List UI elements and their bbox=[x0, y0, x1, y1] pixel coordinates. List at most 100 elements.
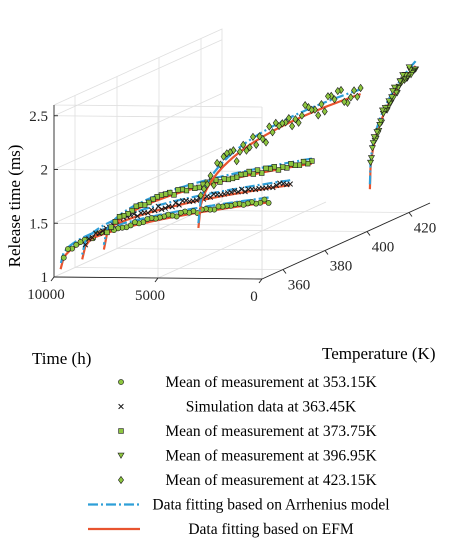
data-point bbox=[187, 183, 194, 189]
data-point bbox=[210, 181, 217, 190]
x-mark bbox=[162, 205, 168, 211]
data-point bbox=[108, 224, 114, 230]
data-point bbox=[231, 187, 238, 194]
data-point bbox=[388, 94, 396, 101]
data-point bbox=[224, 190, 231, 196]
data-point bbox=[369, 140, 377, 147]
legend-label: Mean of measurement at 423.15K bbox=[165, 472, 377, 489]
data-point bbox=[250, 132, 256, 141]
tick-labels: 1 1.5 2 2.5 10000 5000 0 360 380 400 420 bbox=[27, 109, 436, 305]
data-point bbox=[204, 180, 211, 189]
data-point bbox=[134, 213, 141, 219]
x-mark bbox=[165, 203, 172, 209]
data-point bbox=[112, 219, 119, 225]
legend-swatch bbox=[118, 475, 124, 485]
grid-panes bbox=[53, 28, 431, 280]
x-mark bbox=[231, 187, 238, 194]
data-point bbox=[298, 111, 305, 120]
x-mark bbox=[266, 184, 273, 190]
data-point bbox=[275, 167, 282, 173]
data-point bbox=[73, 241, 80, 248]
gridline bbox=[200, 210, 410, 213]
data-point bbox=[302, 101, 309, 110]
data-point bbox=[367, 155, 375, 162]
data-point bbox=[223, 149, 230, 158]
temperature-tick-mark bbox=[408, 212, 413, 217]
data-point bbox=[165, 203, 172, 209]
data-point bbox=[133, 203, 139, 209]
data-point bbox=[201, 184, 208, 194]
data-point bbox=[175, 187, 181, 193]
data-point bbox=[176, 202, 182, 208]
x-mark bbox=[89, 234, 96, 241]
data-point bbox=[129, 207, 135, 214]
data-point bbox=[385, 98, 393, 105]
data-point bbox=[273, 182, 280, 189]
data-point bbox=[220, 152, 227, 161]
data-point bbox=[272, 118, 279, 127]
data-point bbox=[396, 78, 404, 85]
data-point bbox=[266, 184, 273, 190]
data-point bbox=[215, 203, 222, 210]
x-mark bbox=[277, 180, 283, 186]
data-point bbox=[266, 122, 273, 131]
data-point bbox=[289, 122, 296, 131]
data-point bbox=[351, 86, 358, 95]
data-point bbox=[155, 203, 162, 210]
legend-label: Mean of measurement at 396.95K bbox=[165, 448, 377, 465]
data-point bbox=[150, 196, 156, 202]
x-mark bbox=[245, 186, 252, 193]
x-mark bbox=[155, 203, 162, 210]
time-tick-label: 5000 bbox=[135, 288, 165, 304]
data-point bbox=[338, 85, 344, 95]
data-point bbox=[318, 100, 325, 109]
gridline bbox=[116, 248, 326, 251]
data-point bbox=[334, 86, 341, 96]
x-mark bbox=[176, 202, 182, 208]
data-series bbox=[59, 60, 420, 270]
data-point bbox=[265, 200, 272, 206]
x-mark bbox=[118, 403, 124, 410]
data-point bbox=[221, 176, 227, 182]
time-tick-mark bbox=[258, 278, 263, 284]
legend-swatch bbox=[118, 379, 124, 385]
data-point bbox=[259, 170, 265, 176]
data-point bbox=[325, 92, 331, 101]
time-tick-mark bbox=[154, 277, 159, 283]
data-point bbox=[246, 143, 253, 152]
data-point bbox=[93, 230, 99, 236]
data-point bbox=[207, 171, 214, 180]
pane-edge bbox=[53, 28, 263, 201]
data-point bbox=[354, 92, 361, 101]
data-point bbox=[392, 89, 400, 96]
data-point bbox=[236, 147, 243, 156]
data-point bbox=[254, 167, 261, 173]
gridline bbox=[53, 39, 223, 117]
data-point bbox=[261, 196, 268, 203]
data-point bbox=[77, 239, 84, 245]
temperature-tick-mark bbox=[324, 250, 329, 255]
data-point bbox=[282, 118, 289, 127]
data-point bbox=[341, 97, 348, 106]
data-point bbox=[373, 129, 381, 136]
x-mark bbox=[204, 193, 210, 200]
data-point bbox=[263, 165, 269, 172]
data-point bbox=[405, 64, 413, 71]
x-mark bbox=[93, 230, 99, 236]
x-mark bbox=[273, 182, 280, 189]
temperature-tick-label: 380 bbox=[330, 259, 353, 275]
data-point bbox=[321, 107, 328, 116]
z-axis-label: Release time (ms) bbox=[5, 145, 24, 268]
data-point bbox=[235, 189, 241, 195]
legend-swatch bbox=[118, 403, 124, 410]
gridline bbox=[157, 201, 327, 279]
x-mark bbox=[235, 189, 241, 195]
data-point bbox=[279, 119, 286, 128]
axis-labels: Release time (ms) Time (h) Temperature (… bbox=[5, 145, 436, 368]
data-point bbox=[377, 118, 385, 125]
data-point bbox=[89, 234, 96, 241]
time-tick-mark bbox=[50, 276, 55, 282]
legend-label: Mean of measurement at 373.75K bbox=[165, 423, 377, 440]
data-point bbox=[256, 132, 263, 141]
